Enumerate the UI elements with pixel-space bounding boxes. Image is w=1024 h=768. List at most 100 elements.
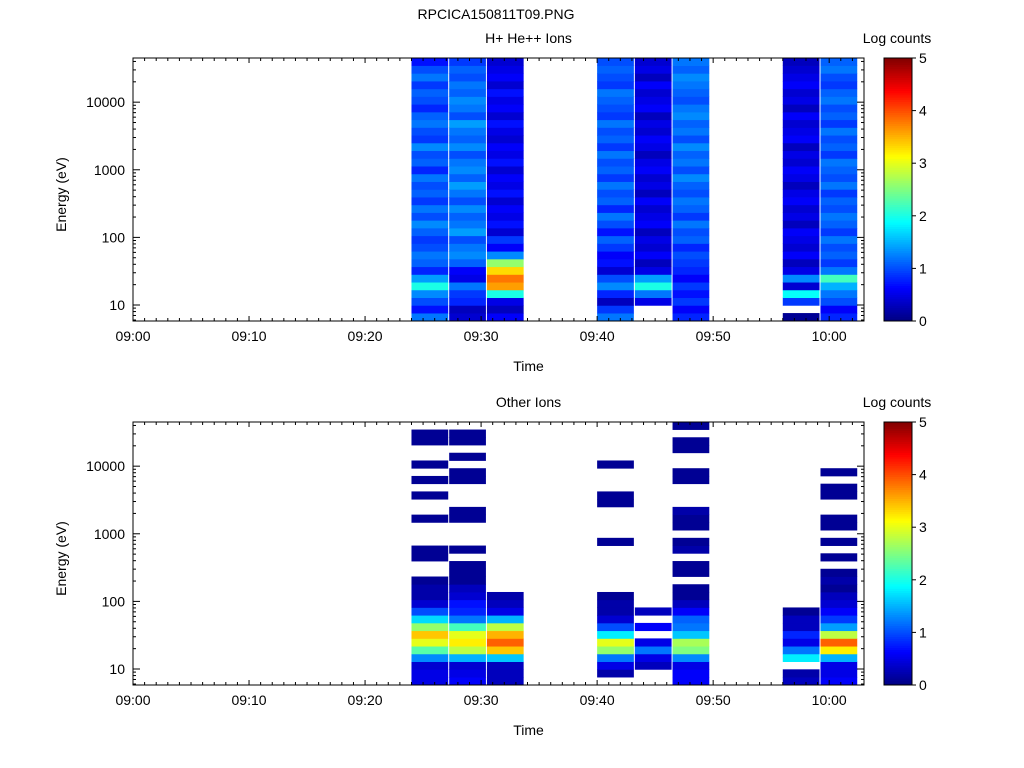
colorbar-segment bbox=[884, 441, 912, 445]
energy-bin-cell bbox=[782, 166, 820, 175]
colorbar-segment bbox=[884, 314, 912, 317]
energy-bin-cell bbox=[634, 622, 672, 632]
colorbar-segment bbox=[884, 682, 912, 686]
colorbar-segment bbox=[884, 463, 912, 467]
colorbar-segment bbox=[884, 489, 912, 493]
energy-bin-cell bbox=[672, 599, 710, 608]
energy-bin-cell bbox=[449, 158, 486, 167]
colorbar-segment bbox=[884, 160, 912, 164]
x-tick-label: 09:10 bbox=[232, 692, 267, 708]
energy-bin-cell bbox=[411, 622, 449, 632]
energy-bin-cell bbox=[449, 568, 486, 577]
energy-bin-cell bbox=[411, 88, 449, 97]
colorbar-segment bbox=[884, 516, 912, 519]
energy-bin-cell bbox=[411, 274, 449, 283]
colorbar-segment bbox=[884, 294, 912, 298]
energy-bin-cell bbox=[597, 653, 634, 662]
energy-bin-cell bbox=[634, 220, 672, 229]
energy-bin-cell bbox=[634, 181, 672, 190]
colorbar-segment bbox=[884, 542, 912, 545]
energy-bin-cell bbox=[782, 251, 820, 260]
energy-bin-cell bbox=[411, 104, 449, 113]
energy-bin-cell bbox=[411, 197, 449, 206]
energy-bin-cell bbox=[672, 88, 710, 97]
energy-bin-cell bbox=[486, 166, 524, 175]
colorbar-segment bbox=[884, 276, 912, 280]
energy-bin-cell bbox=[782, 181, 820, 190]
colorbar-segment bbox=[884, 248, 912, 252]
energy-bin-cell bbox=[411, 235, 449, 244]
energy-bin-cell bbox=[449, 669, 486, 678]
colorbar-segment bbox=[884, 496, 912, 499]
colorbar-segment bbox=[884, 434, 912, 438]
colorbar-segment bbox=[884, 448, 912, 451]
colorbar-segment bbox=[884, 134, 912, 138]
energy-bin-cell bbox=[634, 150, 672, 159]
energy-bin-cell bbox=[486, 297, 524, 306]
colorbar-segment bbox=[884, 423, 912, 427]
energy-bin-cell bbox=[449, 274, 486, 283]
energy-bin-cell bbox=[449, 127, 486, 136]
energy-bin-cell bbox=[486, 189, 524, 198]
colorbar-segment bbox=[884, 119, 912, 122]
energy-bin-cell bbox=[820, 669, 858, 678]
colorbar-segment bbox=[884, 660, 912, 664]
energy-bin-cell bbox=[820, 227, 858, 237]
energy-bin-cell bbox=[782, 646, 820, 655]
spectrogram-scan bbox=[820, 57, 858, 322]
colorbar-segment bbox=[884, 283, 912, 287]
energy-bin-cell bbox=[672, 591, 710, 601]
colorbar: 0 1 2 3 4 5 Log counts bbox=[863, 394, 932, 693]
energy-bin-cell bbox=[782, 622, 820, 632]
colorbar-segment bbox=[884, 263, 912, 267]
energy-bin-cell bbox=[411, 289, 449, 298]
colorbar-segment bbox=[884, 524, 912, 528]
energy-bin-cell bbox=[486, 622, 524, 632]
colorbar-segment bbox=[884, 461, 912, 464]
energy-bin-cell bbox=[411, 96, 449, 105]
energy-bin-cell bbox=[820, 646, 858, 655]
colorbar-segment bbox=[884, 228, 912, 232]
colorbar-segment bbox=[884, 610, 912, 613]
x-tick-label: 10:00 bbox=[812, 328, 847, 344]
energy-bin-cell bbox=[411, 65, 449, 74]
energy-bin-cell bbox=[672, 212, 710, 221]
energy-bin-cell bbox=[782, 615, 820, 624]
energy-bin-cell bbox=[449, 189, 486, 198]
energy-bin-cell bbox=[672, 135, 710, 144]
colorbar-segment bbox=[884, 193, 912, 197]
colorbar-segment bbox=[884, 290, 912, 293]
colorbar-segment bbox=[884, 505, 912, 508]
colorbar-segment bbox=[884, 239, 912, 243]
colorbar-segment bbox=[884, 485, 912, 488]
energy-bin-cell bbox=[449, 88, 486, 97]
energy-bin-cell bbox=[449, 661, 486, 670]
energy-bin-cell bbox=[672, 677, 710, 686]
energy-bin-cell bbox=[486, 289, 524, 298]
energy-bin-cell bbox=[411, 514, 449, 523]
energy-bin-cell bbox=[411, 227, 449, 237]
spectrogram-scan bbox=[449, 57, 486, 322]
spectrogram-scan bbox=[411, 57, 449, 322]
energy-bin-cell bbox=[820, 158, 858, 167]
energy-bin-cell bbox=[486, 661, 524, 670]
energy-bin-cell bbox=[486, 111, 524, 121]
colorbar-segment bbox=[884, 632, 912, 635]
colorbar-segment bbox=[884, 583, 912, 587]
energy-bin-cell bbox=[672, 181, 710, 190]
energy-bin-cell bbox=[782, 638, 820, 647]
colorbar-segment bbox=[884, 92, 912, 96]
energy-bin-cell bbox=[449, 305, 486, 314]
plot-frame bbox=[132, 57, 865, 322]
energy-bin-cell bbox=[820, 568, 858, 577]
colorbar-segment bbox=[884, 421, 912, 425]
colorbar-segment bbox=[884, 224, 912, 227]
energy-bin-cell bbox=[672, 235, 710, 244]
energy-bin-cell bbox=[411, 576, 449, 585]
colorbar-segment bbox=[884, 480, 912, 484]
colorbar-segment bbox=[884, 149, 912, 153]
colorbar-segment bbox=[884, 250, 912, 254]
energy-bin-cell bbox=[411, 646, 449, 655]
spectrogram-scan bbox=[597, 460, 634, 678]
energy-bin-cell bbox=[634, 282, 672, 291]
